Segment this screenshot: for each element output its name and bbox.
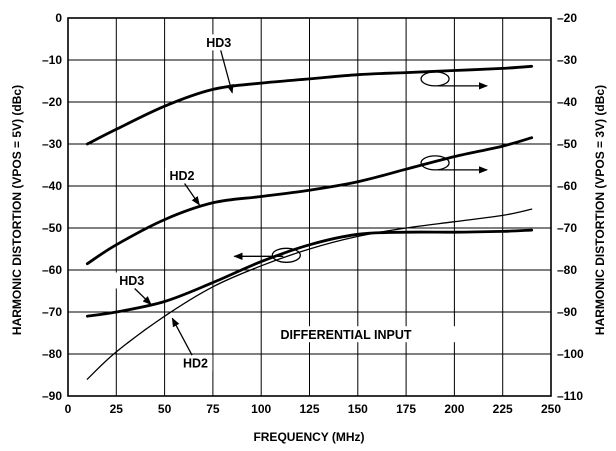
y-tick-label-left: –30: [42, 137, 62, 151]
x-tick-label: 0: [65, 402, 72, 416]
curve-label-hd3: HD3: [119, 274, 144, 288]
y-tick-label-right: –50: [557, 137, 577, 151]
axis-indicator-ellipse: [420, 71, 450, 87]
y-tick-label-left: –40: [42, 179, 62, 193]
curve-label-bg: [114, 272, 149, 289]
y-tick-label-left: 0: [55, 11, 62, 25]
y-tick-label-right: –40: [557, 95, 577, 109]
series-line-2: [85, 136, 534, 266]
x-tick-label: 100: [251, 402, 271, 416]
series-line-1: [85, 64, 534, 146]
tick-labels: 0 25 50 75 100 125 150 175 200 225 250 0 –10 –20 –30 –4…: [42, 11, 584, 416]
y-tick-label-right: –30: [557, 53, 577, 67]
curve-label-pointer: [171, 317, 193, 356]
curve-label-hd3: HD3: [206, 36, 231, 50]
series-line-3: [85, 228, 534, 318]
series-layer: [85, 64, 534, 380]
curve-label-pointer: [220, 50, 234, 94]
x-tick-label: 25: [110, 402, 124, 416]
axes: [67, 17, 552, 397]
curve-label-bg: [201, 34, 236, 51]
curve-label-pointer: [134, 288, 152, 306]
differential-input-annotation: DIFFERENTIAL INPUT: [281, 328, 412, 342]
y-tick-label-left: –50: [42, 221, 62, 235]
y-tick-label-left: –20: [42, 95, 62, 109]
x-tick-label: 175: [396, 402, 416, 416]
y-tick-label-right: –90: [557, 305, 577, 319]
y-axis-label-right: HARMONIC DISTORTION (VPOS = 3V) (dBc): [593, 85, 607, 335]
axis-indicator-ellipse: [420, 155, 450, 171]
y-tick-label-left: –80: [42, 347, 62, 361]
curve-label-bg: [164, 167, 199, 184]
annotation-bg: [274, 326, 473, 343]
x-tick-label: 75: [206, 402, 220, 416]
grid: [68, 18, 551, 396]
series-line-4: [86, 208, 533, 380]
y-tick-label-right: –80: [557, 263, 577, 277]
y-tick-label-right: –60: [557, 179, 577, 193]
x-tick-label: 200: [444, 402, 464, 416]
curve-label-bg: [178, 355, 213, 372]
x-tick-label: 125: [299, 402, 319, 416]
annotation-layer: HD3 HD2 HD3 HD2 DIFFERENTIAL INPUT: [114, 34, 488, 372]
x-tick-label: 50: [158, 402, 172, 416]
y-tick-label-right: –110: [557, 389, 583, 403]
y-tick-label-right: –100: [557, 347, 584, 361]
y-tick-label-right: –70: [557, 221, 577, 235]
curve-label-pointer: [184, 183, 200, 206]
x-tick-label: 250: [541, 402, 561, 416]
y-tick-label-left: –90: [42, 389, 62, 403]
curve-label-hd2: HD2: [169, 169, 194, 183]
y-tick-label-left: –70: [42, 305, 62, 319]
y-axis-label-left: HARMONIC DISTORTION (VPOS = 5V) (dBc): [10, 85, 24, 335]
plot-border: [67, 17, 552, 397]
curve-label-hd2: HD2: [183, 357, 208, 371]
y-tick-label-left: –10: [42, 53, 62, 67]
y-tick-label-left: –60: [42, 263, 62, 277]
x-axis-label: FREQUENCY (MHz): [253, 430, 364, 444]
x-tick-label: 150: [348, 402, 368, 416]
x-tick-label: 225: [493, 402, 513, 416]
y-tick-label-right: –20: [557, 11, 577, 25]
axis-indicator-ellipse: [271, 247, 301, 263]
